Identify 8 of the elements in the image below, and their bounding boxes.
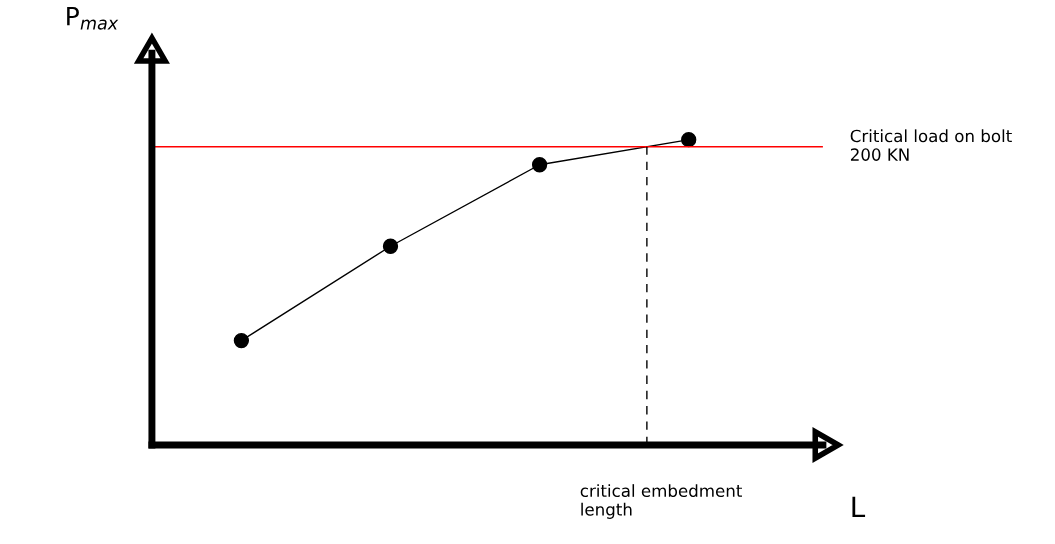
text: L [852,496,866,518]
y-axis-title: P$_{max}$ [67,7,119,30]
point [681,132,697,148]
point [382,238,399,254]
point [233,332,250,349]
text: critical embedment length [580,484,742,519]
point [531,157,548,173]
ref-line-label: Critical load on bolt 200 KN [850,129,1012,161]
